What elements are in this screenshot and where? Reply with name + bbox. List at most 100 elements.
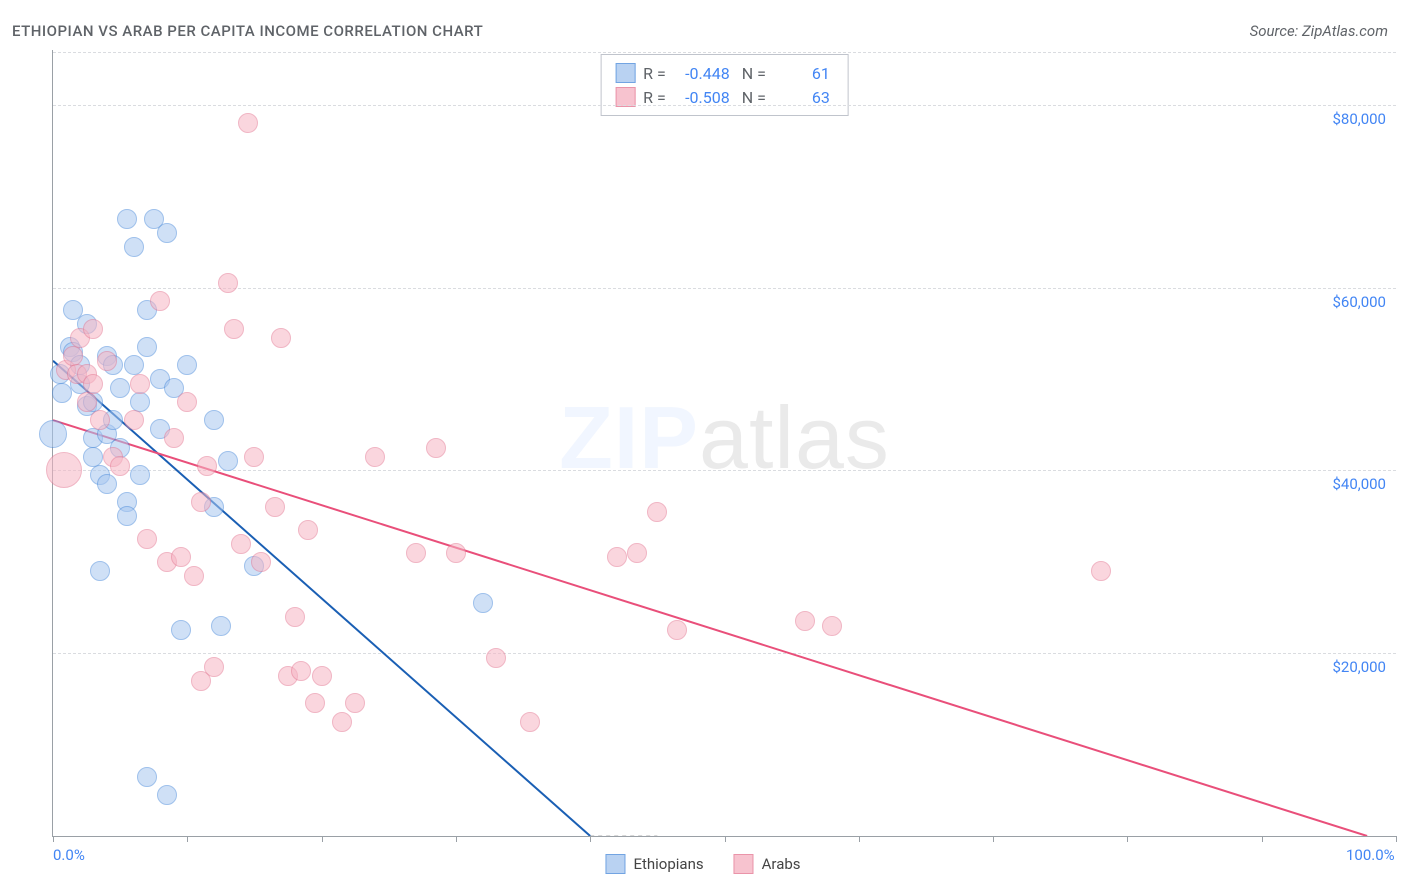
n-label: N = xyxy=(738,88,766,107)
data-point xyxy=(157,785,177,805)
stats-legend: R = -0.448 N = 61 R = -0.508 N = 63 xyxy=(600,54,849,116)
x-tick-label: 0.0% xyxy=(53,846,85,864)
data-point xyxy=(77,392,97,412)
data-point xyxy=(39,420,67,448)
data-point xyxy=(171,620,191,640)
data-point xyxy=(332,712,352,732)
data-point xyxy=(177,355,197,375)
data-point xyxy=(446,543,466,563)
y-tick-label: $60,000 xyxy=(1332,293,1386,311)
x-tick xyxy=(322,836,323,842)
data-point xyxy=(345,693,365,713)
gridline xyxy=(53,470,1396,471)
data-point xyxy=(90,561,110,581)
data-point xyxy=(130,374,150,394)
gridline xyxy=(53,653,1396,654)
data-point xyxy=(164,428,184,448)
data-point xyxy=(130,392,150,412)
data-point xyxy=(211,616,231,636)
data-point xyxy=(204,657,224,677)
plot-area: ZIPatlas R = -0.448 N = 61 R = -0.508 N … xyxy=(52,50,1396,837)
watermark: ZIPatlas xyxy=(559,387,890,489)
r-label: R = xyxy=(643,88,666,107)
legend-label: Ethiopians xyxy=(633,855,703,873)
x-tick xyxy=(590,836,591,842)
data-point xyxy=(110,456,130,476)
watermark-b: atlas xyxy=(699,388,890,487)
source-label: Source: ZipAtlas.com xyxy=(1250,22,1388,40)
data-point xyxy=(607,547,627,567)
data-point xyxy=(204,410,224,430)
data-point xyxy=(244,447,264,467)
data-point xyxy=(218,451,238,471)
data-point xyxy=(1091,561,1111,581)
data-point xyxy=(406,543,426,563)
x-tick xyxy=(1262,836,1263,842)
swatch-arabs xyxy=(734,854,754,874)
data-point xyxy=(305,693,325,713)
y-tick-label: $40,000 xyxy=(1332,475,1386,493)
x-tick xyxy=(456,836,457,842)
data-point xyxy=(150,291,170,311)
data-point xyxy=(473,593,493,613)
data-point xyxy=(191,492,211,512)
chart-title: ETHIOPIAN VS ARAB PER CAPITA INCOME CORR… xyxy=(12,22,483,40)
data-point xyxy=(177,392,197,412)
x-tick xyxy=(1127,836,1128,842)
data-point xyxy=(426,438,446,458)
watermark-a: ZIP xyxy=(559,388,699,487)
data-point xyxy=(90,410,110,430)
legend-item: Arabs xyxy=(734,854,801,874)
x-tick xyxy=(187,836,188,842)
data-point xyxy=(298,520,318,540)
trend-line xyxy=(53,361,590,836)
swatch-ethiopians xyxy=(605,854,625,874)
data-point xyxy=(365,447,385,467)
x-tick xyxy=(859,836,860,842)
data-point xyxy=(157,223,177,243)
x-tick xyxy=(53,836,54,842)
data-point xyxy=(238,113,258,133)
stats-row: R = -0.448 N = 61 xyxy=(615,61,830,85)
swatch-ethiopians xyxy=(615,63,635,83)
data-point xyxy=(97,474,117,494)
data-point xyxy=(184,566,204,586)
trend-line xyxy=(53,420,1367,836)
trend-lines xyxy=(53,50,1396,836)
r-value: -0.508 xyxy=(674,88,730,107)
data-point xyxy=(124,410,144,430)
n-label: N = xyxy=(738,64,766,83)
legend-label: Arabs xyxy=(762,855,801,873)
x-tick-label: 100.0% xyxy=(1346,846,1395,864)
data-point xyxy=(647,502,667,522)
data-point xyxy=(83,374,103,394)
data-point xyxy=(137,337,157,357)
x-tick xyxy=(725,836,726,842)
data-point xyxy=(251,552,271,572)
data-point xyxy=(117,506,137,526)
data-point xyxy=(137,767,157,787)
y-tick-label: $20,000 xyxy=(1332,658,1386,676)
r-label: R = xyxy=(643,64,666,83)
data-point xyxy=(285,607,305,627)
data-point xyxy=(110,378,130,398)
data-point xyxy=(83,319,103,339)
x-tick xyxy=(993,836,994,842)
data-point xyxy=(265,497,285,517)
data-point xyxy=(46,452,82,488)
bottom-legend: Ethiopians Arabs xyxy=(605,854,800,874)
chart-container: ETHIOPIAN VS ARAB PER CAPITA INCOME CORR… xyxy=(0,0,1406,892)
data-point xyxy=(63,346,83,366)
r-value: -0.448 xyxy=(674,64,730,83)
gridline xyxy=(53,288,1396,289)
data-point xyxy=(291,661,311,681)
data-point xyxy=(224,319,244,339)
data-point xyxy=(171,547,191,567)
gridline xyxy=(53,105,1396,106)
n-value: 61 xyxy=(774,64,830,83)
data-point xyxy=(312,666,332,686)
data-point xyxy=(83,447,103,467)
n-value: 63 xyxy=(774,88,830,107)
data-point xyxy=(197,456,217,476)
gridline xyxy=(53,52,1396,53)
